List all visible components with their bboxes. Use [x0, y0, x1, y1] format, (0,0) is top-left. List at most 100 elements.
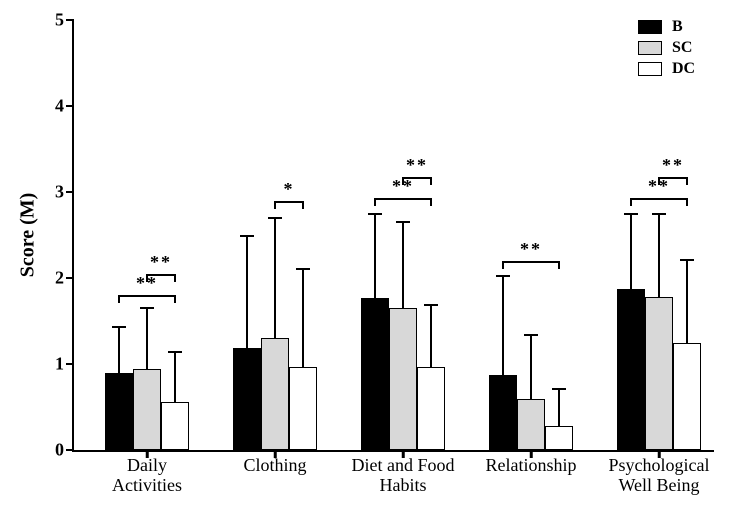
bar — [105, 373, 133, 450]
error-cap — [296, 268, 310, 270]
legend-item: DC — [638, 60, 695, 78]
significance-label: ** — [520, 239, 542, 260]
error-bar — [118, 328, 120, 374]
y-tick-mark — [66, 105, 74, 108]
significance-label: * — [284, 179, 295, 200]
bar-group — [220, 20, 330, 450]
error-bar — [558, 390, 560, 427]
error-cap — [168, 351, 182, 353]
bar — [545, 426, 573, 450]
legend-item: SC — [638, 39, 695, 57]
significance-label: ** — [150, 252, 172, 273]
significance-bracket-drop — [302, 201, 304, 209]
bar-group — [604, 20, 714, 450]
x-tick-label: DailyActivities — [83, 450, 211, 496]
significance-bracket — [375, 198, 431, 200]
error-cap — [112, 326, 126, 328]
bar-group — [92, 20, 202, 450]
error-cap — [368, 213, 382, 215]
significance-bracket — [119, 295, 175, 297]
error-bar — [502, 277, 504, 376]
bar — [417, 367, 445, 450]
bar — [673, 343, 701, 451]
error-bar — [274, 219, 276, 339]
error-cap — [624, 213, 638, 215]
error-cap — [524, 334, 538, 336]
significance-bracket — [631, 198, 687, 200]
significance-bracket-drop — [274, 201, 276, 209]
legend-swatch — [638, 62, 662, 76]
significance-bracket-drop — [430, 177, 432, 185]
significance-bracket-drop — [402, 177, 404, 185]
error-cap — [396, 221, 410, 223]
significance-bracket — [275, 201, 303, 203]
error-bar — [174, 353, 176, 403]
significance-bracket — [403, 177, 431, 179]
error-cap — [496, 275, 510, 277]
bar — [233, 348, 261, 450]
significance-bracket-drop — [374, 198, 376, 206]
y-tick-mark — [66, 277, 74, 280]
significance-bracket-drop — [630, 198, 632, 206]
y-axis-label: Score (M) — [17, 193, 40, 278]
bar — [489, 375, 517, 450]
error-bar — [402, 223, 404, 309]
x-tick-label: Relationship — [467, 450, 595, 476]
error-bar — [146, 309, 148, 370]
plot-area: 012345DailyActivities****Clothing*Diet a… — [72, 20, 714, 452]
chart-canvas: 012345DailyActivities****Clothing*Diet a… — [0, 0, 734, 515]
significance-bracket-drop — [430, 198, 432, 206]
significance-bracket-drop — [174, 274, 176, 282]
y-tick-mark — [66, 363, 74, 366]
bar-group — [476, 20, 586, 450]
error-bar — [246, 237, 248, 349]
legend: B SC DC — [638, 18, 695, 81]
error-cap — [680, 259, 694, 261]
bar — [361, 298, 389, 450]
error-bar — [686, 261, 688, 344]
legend-label: B — [672, 18, 683, 36]
significance-label: ** — [406, 155, 428, 176]
significance-bracket-drop — [658, 177, 660, 185]
legend-label: DC — [672, 60, 695, 78]
error-bar — [374, 215, 376, 299]
error-bar — [630, 215, 632, 291]
legend-swatch — [638, 41, 662, 55]
y-tick-mark — [66, 191, 74, 194]
significance-bracket-drop — [146, 274, 148, 282]
error-bar — [658, 215, 660, 298]
bar — [261, 338, 289, 450]
error-bar — [430, 306, 432, 369]
bar-group — [348, 20, 458, 450]
error-cap — [240, 235, 254, 237]
x-tick-label: PsychologicalWell Being — [595, 450, 723, 496]
bar — [161, 402, 189, 450]
significance-bracket-drop — [686, 198, 688, 206]
significance-bracket-drop — [118, 295, 120, 303]
legend-label: SC — [672, 39, 692, 57]
bar — [617, 289, 645, 450]
legend-swatch — [638, 20, 662, 34]
y-tick-mark — [66, 19, 74, 22]
bar — [289, 367, 317, 450]
bar — [517, 399, 545, 450]
significance-label: ** — [662, 155, 684, 176]
error-bar — [530, 336, 532, 401]
x-tick-label: Diet and FoodHabits — [339, 450, 467, 496]
legend-item: B — [638, 18, 695, 36]
significance-bracket-drop — [174, 295, 176, 303]
significance-bracket — [503, 261, 559, 263]
significance-bracket-drop — [502, 261, 504, 269]
significance-bracket — [659, 177, 687, 179]
error-cap — [652, 213, 666, 215]
error-cap — [552, 388, 566, 390]
significance-bracket-drop — [558, 261, 560, 269]
y-tick-mark — [66, 449, 74, 452]
error-cap — [140, 307, 154, 309]
error-cap — [268, 217, 282, 219]
bar — [645, 297, 673, 450]
error-cap — [424, 304, 438, 306]
bar — [133, 369, 161, 450]
significance-bracket-drop — [686, 177, 688, 185]
significance-bracket — [147, 274, 175, 276]
